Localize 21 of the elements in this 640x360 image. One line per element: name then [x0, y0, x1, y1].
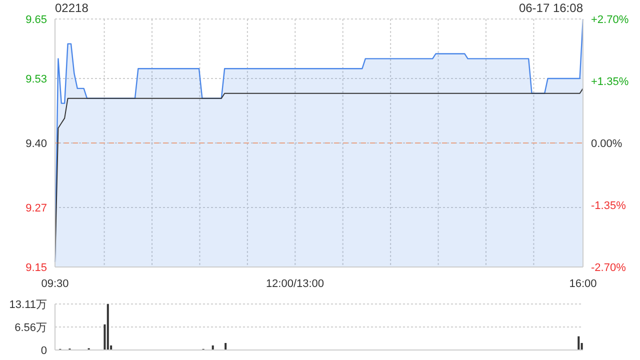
- y2-tick-label: +2.70%: [591, 14, 629, 26]
- x-tick-label: 09:30: [41, 278, 69, 290]
- y2-tick-label: -1.35%: [591, 200, 626, 212]
- chart-title: 02218: [55, 1, 88, 15]
- y2-tick-label: -2.70%: [591, 262, 626, 274]
- y-tick-label: 6.56万: [14, 322, 47, 334]
- bar: [578, 336, 580, 350]
- x-tick-label: 16:00: [569, 278, 597, 290]
- y-tick-label: 13.11万: [9, 299, 47, 311]
- bar: [224, 342, 227, 350]
- x-tick-label: 12:00/13:00: [266, 278, 324, 290]
- y-tick-label: 9.40: [26, 138, 47, 150]
- y-tick-label: 9.53: [26, 74, 47, 86]
- y-tick-label: 9.15: [26, 262, 47, 274]
- y-tick-label: 9.65: [26, 14, 47, 26]
- bar: [106, 304, 109, 350]
- y-tick-label: 9.27: [26, 202, 47, 214]
- text: 06-17 16:08: [518, 1, 583, 15]
- y2-tick-label: +1.35%: [591, 76, 629, 88]
- y-tick-label: 0: [40, 345, 47, 357]
- y2-tick-label: 0.00%: [591, 138, 622, 150]
